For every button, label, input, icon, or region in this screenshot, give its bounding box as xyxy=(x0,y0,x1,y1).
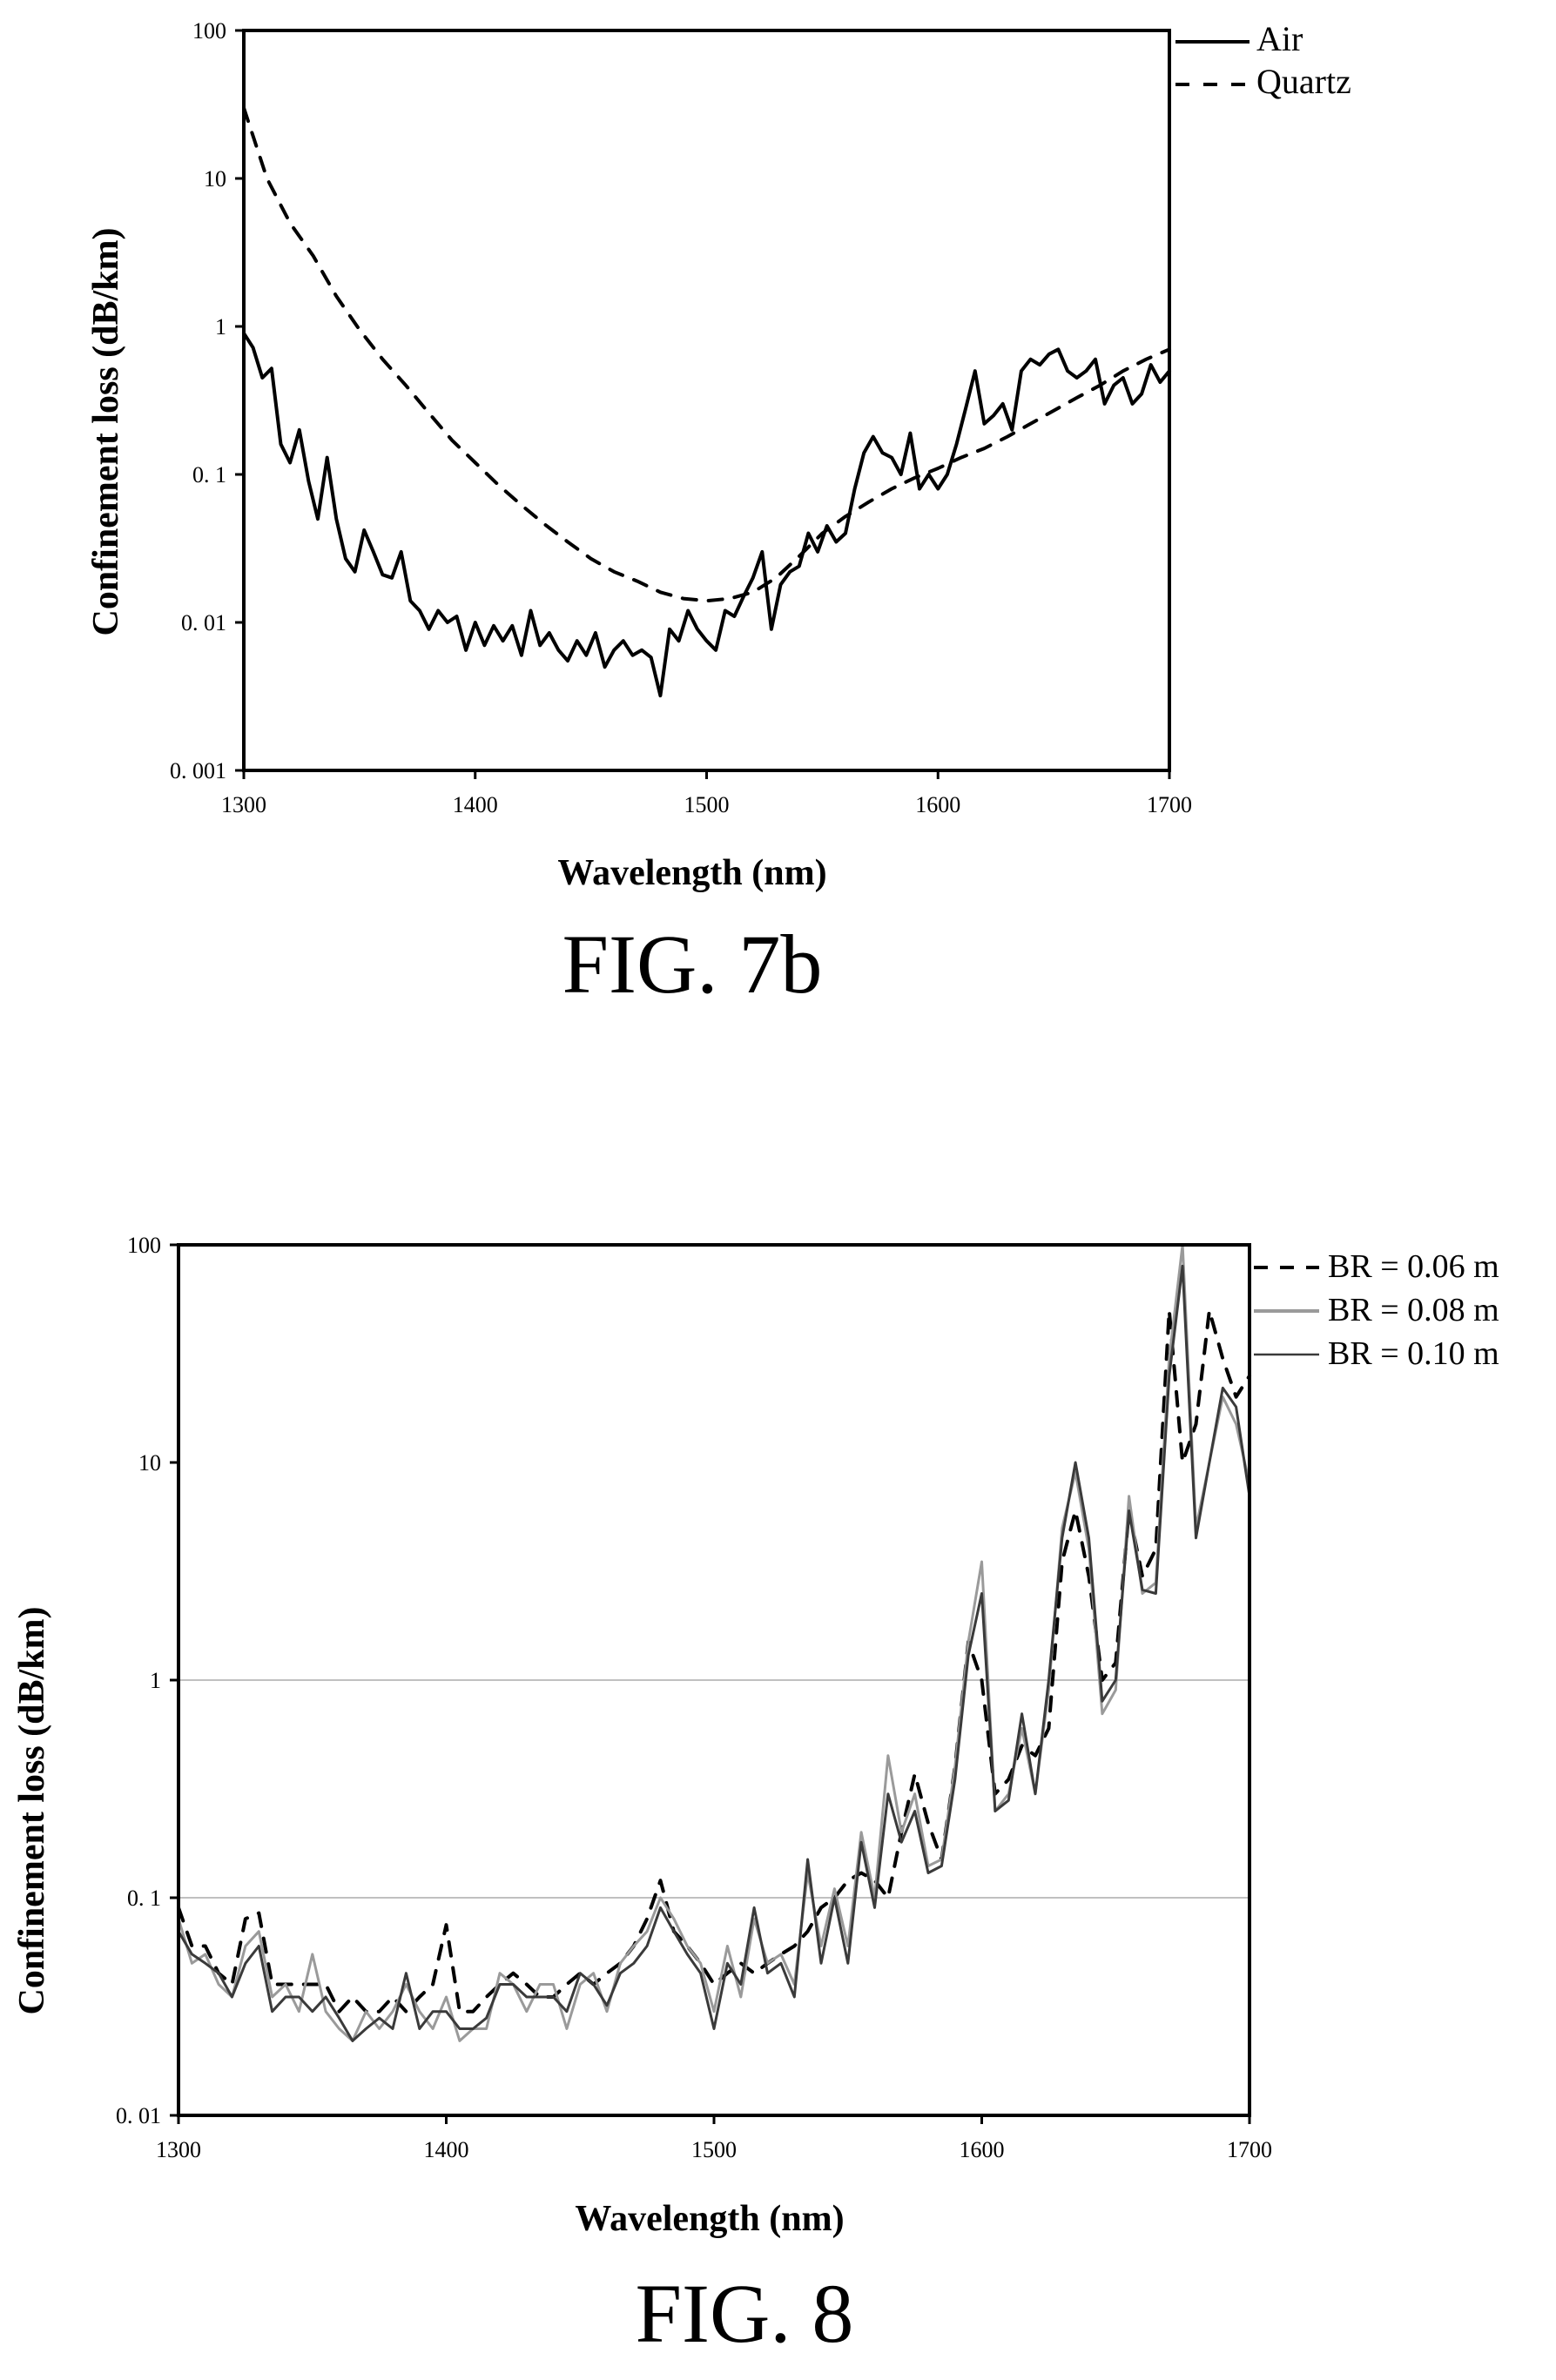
legend-7b: Air Quartz xyxy=(1175,19,1351,101)
plot-area-7b: 1300 1400 1500 1600 1700 0. 001 0. 01 0. 1 1 10 10… xyxy=(170,18,1192,817)
y-tick-label-8-3: 10 xyxy=(138,1450,161,1476)
series-line-8-0 xyxy=(177,1308,1251,2014)
x-tick-label-7b-4: 1700 xyxy=(1147,792,1192,817)
y-tick-label-7b-0: 0. 001 xyxy=(170,758,226,783)
x-tick-label-7b-1: 1400 xyxy=(453,792,498,817)
y-tick-label-8-4: 100 xyxy=(127,1233,161,1258)
x-tick-label-7b-2: 1500 xyxy=(684,792,730,817)
x-tick-label-7b-3: 1600 xyxy=(915,792,960,817)
legend-label-quartz: Quartz xyxy=(1256,62,1351,101)
series-line-7b-1 xyxy=(242,105,1171,603)
series-line-7b-0 xyxy=(242,331,1171,698)
plot-frame-7b xyxy=(242,29,1171,772)
y-tick-label-8-1: 0. 1 xyxy=(127,1886,161,1911)
y-tick-label-7b-3: 1 xyxy=(215,314,226,340)
x-tick-label-8-2: 1500 xyxy=(691,2137,737,2162)
series-line-8-2 xyxy=(177,1264,1251,2042)
x-axis-label-7b: Wavelength (nm) xyxy=(557,853,826,893)
legend-label-air: Air xyxy=(1256,19,1303,58)
y-tick-label-8-2: 1 xyxy=(150,1668,161,1693)
y-axis-label-7b: Confinement loss (dB/km) xyxy=(86,227,126,635)
y-tick-label-7b-1: 0. 01 xyxy=(181,610,226,635)
x-tick-label-8-3: 1600 xyxy=(960,2137,1005,2162)
y-tick-label-7b-2: 0. 1 xyxy=(192,462,226,487)
legend-8: BR = 0.06 m BR = 0.08 m BR = 0.10 m xyxy=(1254,1248,1499,1372)
legend-label-br-008: BR = 0.08 m xyxy=(1328,1292,1499,1328)
x-tick-label-7b-0: 1300 xyxy=(221,792,266,817)
x-tick-label-8-4: 1700 xyxy=(1227,2137,1272,2162)
chart-8: 1300 1400 1500 1600 1700 0. 01 0. 1 1 10 100 Conf… xyxy=(12,1233,1499,2360)
chart-7b: 1300 1400 1500 1600 1700 0. 001 0. 01 0. 1 1 10 10… xyxy=(86,18,1351,1011)
x-tick-label-8-0: 1300 xyxy=(156,2137,201,2162)
legend-label-br-010: BR = 0.10 m xyxy=(1328,1335,1499,1372)
figure-caption-7b: FIG. 7b xyxy=(562,918,823,1011)
legend-label-br-006: BR = 0.06 m xyxy=(1328,1248,1499,1285)
y-tick-label-8-0: 0. 01 xyxy=(116,2103,161,2128)
figure-7b: 1300 1400 1500 1600 1700 0. 001 0. 01 0. 1 1 10 10… xyxy=(0,0,1556,1132)
plot-area-8: 1300 1400 1500 1600 1700 0. 01 0. 1 1 10 100 xyxy=(116,1233,1272,2162)
series-line-8-1 xyxy=(177,1243,1251,2042)
x-tick-label-8-1: 1400 xyxy=(424,2137,469,2162)
figure-caption-8: FIG. 8 xyxy=(636,2267,854,2360)
y-tick-label-7b-5: 100 xyxy=(192,18,226,44)
y-axis-label-8: Confinement loss (dB/km) xyxy=(12,1606,52,2014)
y-tick-label-7b-4: 10 xyxy=(204,166,226,192)
x-axis-label-8: Wavelength (nm) xyxy=(575,2199,844,2239)
figure-8: 1300 1400 1500 1600 1700 0. 01 0. 1 1 10 100 Conf… xyxy=(0,1158,1556,2377)
